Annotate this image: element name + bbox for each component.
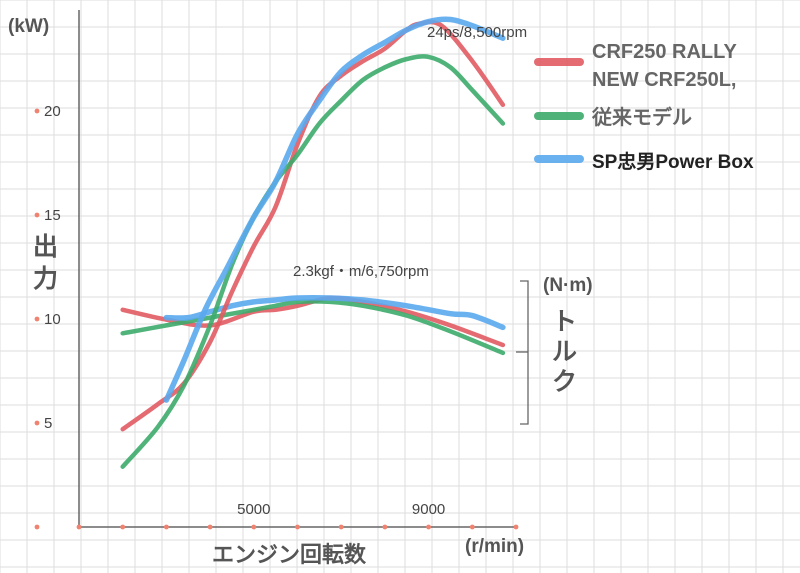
x-tick-dot [382,524,388,530]
torque-line-sp-tadao-power-box [163,295,506,331]
x-tick-dot [76,524,82,530]
y-tick-label: 5 [44,415,52,432]
y-tick-label: 10 [44,311,61,328]
x-tick-dot [513,524,519,530]
x-tick-label: 9000 [412,501,445,518]
y-label-right-char-2: ル [552,338,577,366]
y-unit-right: (N·m) [543,275,593,296]
y-label-right-char-3: ク [552,368,577,396]
legend-label-previous-model: 従来モデル [591,105,692,129]
x-tick-dot [120,524,126,530]
y-tick-dot [34,524,40,530]
power-line-sp-tadao-power-box [163,16,506,403]
y-label-left-char-2: 力 [33,265,58,293]
series-lines [120,16,506,469]
x-tick-dot [207,524,213,530]
x-tick-dot [295,524,300,530]
x-tick-dot [164,524,169,530]
y-tick-label: 20 [44,103,61,120]
y-label-left-char-1: 出 [33,233,58,261]
y-unit-left: (kW) [8,16,49,37]
y-tick-dot [34,420,40,426]
legend-label-crf250-new: NEW CRF250L, [592,69,736,91]
torque-line-previous-model [120,299,506,356]
axes: 5000 9000 5 10 15 20 [34,10,529,530]
x-axis-label: エンジン回転数 [212,542,367,567]
x-tick-dot [338,524,344,530]
y-tick-dot [34,316,40,322]
x-tick-label: 5000 [237,501,270,518]
y-tick-dot [34,108,40,114]
x-tick-dot [426,524,431,530]
y-tick-label: 15 [44,207,61,224]
annotation-peak-torque: 2.3kgf・m/6,750rpm [293,263,429,280]
x-tick-dot [469,524,475,530]
x-tick-dot [251,524,257,530]
legend-label-crf250-new: CRF250 RALLY [592,41,738,63]
y-label-right-char-1: ト [552,308,577,336]
x-unit: (r/min) [465,536,524,557]
y-tick-dot [34,212,40,218]
legend: CRF250 RALLY NEW CRF250L, 従来モデル SP忠男Power B… [534,41,754,173]
legend-label-sp-tadao-power-box: SP忠男Power Box [592,151,754,173]
annotation-peak-power: 24ps/8,500rpm [427,24,527,41]
power-line-previous-model [120,54,506,469]
